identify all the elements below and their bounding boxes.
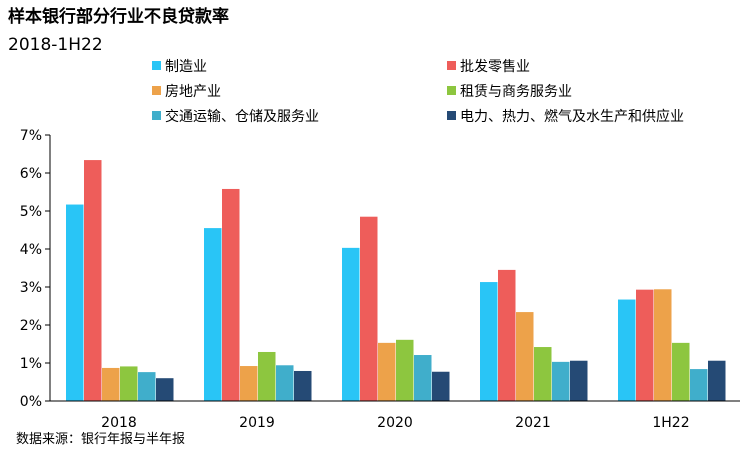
bar — [156, 378, 174, 401]
bar — [342, 247, 360, 401]
bar — [672, 342, 690, 401]
legend-swatch — [152, 61, 161, 70]
bar — [360, 216, 378, 401]
y-axis: 0% 1% 2% 3% 4% 5% 6% 7% — [20, 128, 51, 410]
bar — [240, 366, 258, 401]
bar — [258, 351, 276, 401]
bar — [570, 360, 588, 401]
bar — [120, 366, 138, 401]
y-tick-label: 0% — [20, 394, 42, 410]
legend-label: 房地产业 — [165, 84, 221, 100]
chart-title: 样本银行部分行业不良贷款率 — [8, 6, 229, 27]
y-tick-label: 7% — [20, 128, 42, 144]
legend-swatch — [447, 61, 456, 70]
legend-label: 制造业 — [165, 59, 207, 75]
x-category-label: 2021 — [515, 415, 551, 431]
y-tick-label: 3% — [20, 280, 42, 296]
x-category-label: 2019 — [239, 415, 275, 431]
bar — [618, 299, 636, 401]
source-note: 数据来源：银行年报与半年报 — [16, 432, 185, 447]
bar — [84, 160, 102, 401]
chart-subtitle: 2018-1H22 — [8, 35, 103, 55]
legend-swatch — [447, 111, 456, 120]
bar — [480, 282, 498, 401]
bar — [222, 188, 240, 401]
y-tick-label: 2% — [20, 318, 42, 334]
bar — [294, 370, 312, 401]
legend-label: 租赁与商务服务业 — [460, 84, 572, 100]
bar — [66, 204, 84, 401]
bar — [708, 360, 726, 401]
bar — [204, 228, 222, 401]
bar — [534, 347, 552, 401]
legend-swatch — [447, 86, 456, 95]
legend-label: 批发零售业 — [460, 59, 530, 75]
bar — [102, 367, 120, 401]
legend-swatch — [152, 111, 161, 120]
bar — [414, 355, 432, 401]
x-category-label: 1H22 — [652, 415, 689, 431]
bars — [66, 160, 726, 401]
legend-swatch — [152, 86, 161, 95]
x-axis: 2018 2019 2020 2021 1H22 — [50, 400, 740, 431]
y-tick-label: 4% — [20, 242, 42, 258]
bar — [516, 312, 534, 401]
legend-label: 交通运输、仓储及服务业 — [165, 108, 319, 125]
bar — [552, 361, 570, 401]
legend-label: 电力、热力、燃气及水生产和供应业 — [460, 108, 684, 125]
bar — [396, 339, 414, 401]
x-category-label: 2018 — [101, 415, 137, 431]
bar — [636, 289, 654, 401]
y-tick-label: 6% — [20, 166, 42, 182]
bar — [378, 342, 396, 401]
bar — [498, 269, 516, 401]
y-tick-label: 5% — [20, 204, 42, 220]
bar — [276, 365, 294, 401]
bar — [690, 369, 708, 401]
bar — [138, 372, 156, 401]
bar — [654, 289, 672, 401]
y-tick-label: 1% — [20, 356, 42, 372]
x-category-label: 2020 — [377, 415, 413, 431]
bar — [432, 371, 450, 401]
